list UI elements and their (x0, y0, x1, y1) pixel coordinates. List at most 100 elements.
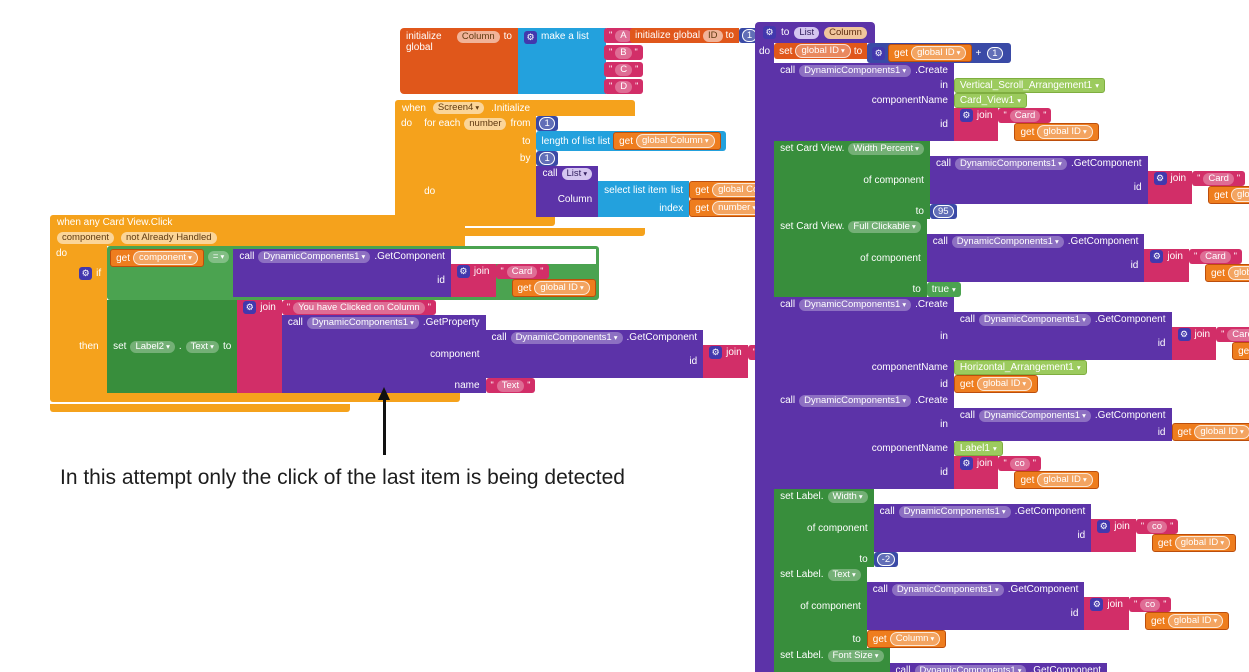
extension-dropdown[interactable]: DynamicComponents1 (799, 394, 912, 407)
string-co-block[interactable]: co (998, 456, 1041, 471)
procedure-name-field[interactable]: List (794, 26, 820, 39)
extension-dropdown[interactable]: DynamicComponents1 (799, 64, 912, 77)
number-block[interactable]: -2 (873, 552, 899, 567)
event-header[interactable]: when Screen4 .Initialize (395, 100, 635, 116)
length-of-list-block[interactable]: length of list list get global Column (536, 131, 726, 151)
variable-dropdown[interactable]: global ID (1174, 536, 1231, 550)
block-for-each-number[interactable]: for each number from 1 to length of list… (418, 116, 797, 217)
mutator-gear-icon[interactable] (959, 457, 973, 470)
mutator-gear-icon[interactable] (1177, 328, 1191, 341)
property-dropdown[interactable]: Text (185, 340, 219, 353)
mutator-gear-icon[interactable] (709, 346, 723, 359)
variable-dropdown[interactable]: global ID (1167, 614, 1224, 628)
component-dropdown[interactable]: Screen4 (432, 102, 485, 114)
string-block-d[interactable]: D (604, 79, 644, 94)
block-procedure-to-list[interactable]: to List Column do set global ID to getgl… (755, 22, 1249, 672)
mutator-gear-icon[interactable] (763, 26, 776, 39)
variable-dropdown[interactable]: global ID (1037, 125, 1093, 139)
variable-dropdown[interactable]: number (712, 201, 763, 215)
variable-dropdown[interactable]: global Column (636, 134, 715, 148)
property-dropdown[interactable]: Width Percent (848, 142, 924, 155)
component-block-vertical-scroll[interactable]: Vertical_Scroll_Arrangement1 (953, 78, 1105, 93)
variable-dropdown[interactable]: global ID (795, 44, 851, 58)
variable-dropdown[interactable]: global ID (976, 377, 1033, 391)
variable-dropdown[interactable]: Column (889, 632, 941, 646)
set-global-id-body[interactable]: set global ID to (774, 43, 868, 59)
number-block[interactable]: 1 (536, 116, 558, 131)
variable-dropdown[interactable]: global ID (1194, 425, 1249, 439)
block-set-cardview-fullclickable[interactable]: set Card View.Full Clickable of componen… (774, 219, 1249, 297)
procedure-header[interactable]: to List Column (755, 22, 875, 43)
comparison-operator-dropdown[interactable]: = (207, 251, 230, 263)
string-text-block[interactable]: Text (485, 378, 536, 393)
variable-dropdown[interactable]: global ID (1227, 266, 1249, 280)
component-block-cardview1[interactable]: Card_View1 (953, 93, 1027, 108)
extension-dropdown[interactable]: DynamicComponents1 (951, 235, 1064, 248)
block-when-any-cardview-click[interactable]: when any Card View.Click component not A… (50, 215, 848, 412)
mutator-gear-icon[interactable] (1097, 520, 1111, 533)
get-global-column-block[interactable]: get global Column (613, 132, 721, 150)
number-block[interactable]: 1 (738, 28, 761, 43)
mutator-gear-icon[interactable] (872, 46, 886, 60)
logic-true-block[interactable]: true (926, 282, 961, 297)
extension-dropdown[interactable]: DynamicComponents1 (978, 409, 1091, 422)
mutator-gear-icon[interactable] (243, 301, 257, 314)
variable-dropdown[interactable]: global ID (1037, 473, 1093, 487)
string-card-block[interactable]: Card (1188, 249, 1242, 264)
block-set-label2-text[interactable]: set Label2 . Text to join You have Click… (107, 300, 848, 393)
variable-name-field[interactable]: ID (703, 29, 723, 42)
string-co-block[interactable]: co (1128, 597, 1172, 612)
property-dropdown[interactable]: Full Clickable (848, 220, 921, 233)
extension-dropdown[interactable]: DynamicComponents1 (891, 583, 1004, 596)
component-dropdown[interactable]: Label2 (130, 340, 175, 353)
extension-dropdown[interactable]: DynamicComponents1 (914, 664, 1027, 672)
string-co-block[interactable]: co (1135, 519, 1179, 534)
mutator-gear-icon[interactable] (1150, 250, 1164, 263)
extension-dropdown[interactable]: DynamicComponents1 (978, 313, 1091, 326)
make-a-list-block[interactable]: make a list (518, 28, 606, 94)
string-message-block[interactable]: You have Clicked on Column (281, 300, 436, 315)
get-component-block[interactable]: get component (110, 249, 204, 267)
mutator-gear-icon[interactable] (524, 31, 537, 44)
block-initialize-global-column[interactable]: initialize global Column to make a list … (400, 28, 644, 94)
string-card-block[interactable]: Card (1192, 171, 1246, 186)
variable-dropdown[interactable]: component (133, 251, 198, 265)
mutator-gear-icon[interactable] (456, 265, 470, 278)
procedure-param-field[interactable]: Column (824, 26, 867, 39)
extension-dropdown[interactable]: DynamicComponents1 (306, 316, 419, 329)
extension-dropdown[interactable]: DynamicComponents1 (510, 331, 623, 344)
mutator-gear-icon[interactable] (1090, 598, 1104, 611)
number-block[interactable]: 1 (536, 151, 558, 166)
string-card-block[interactable]: Card (495, 264, 549, 279)
loop-variable-field[interactable]: number (464, 117, 507, 130)
extension-dropdown[interactable]: DynamicComponents1 (898, 505, 1011, 518)
block-set-label-fontsize[interactable]: set Label.Font Size of component callDyn… (774, 648, 1249, 672)
string-card-block[interactable]: Card (998, 108, 1052, 123)
mutator-gear-icon[interactable] (1153, 172, 1167, 185)
string-card-block[interactable]: Card (1216, 327, 1249, 342)
